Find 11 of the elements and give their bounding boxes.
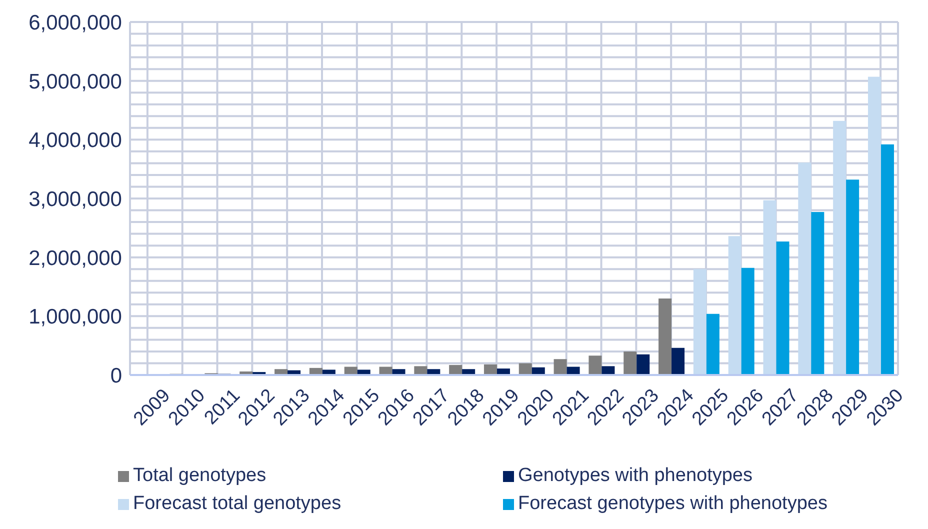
- y-tick-label: 5,000,000: [28, 70, 122, 94]
- legend-label: Total genotypes: [133, 465, 266, 487]
- y-tick-label: 4,000,000: [28, 129, 122, 152]
- legend-label: Genotypes with phenotypes: [518, 465, 752, 487]
- y-tick-label: 2,000,000: [28, 246, 122, 270]
- y-tick-label: 1,000,000: [28, 306, 122, 329]
- y-tick-label: 6,000,000: [28, 11, 122, 34]
- legend-label: Forecast genotypes with phenotypes: [518, 493, 828, 515]
- legend-label: Forecast total genotypes: [133, 493, 342, 515]
- y-tick-label: 0: [110, 364, 122, 388]
- y-tick-label: 3,000,000: [28, 188, 122, 211]
